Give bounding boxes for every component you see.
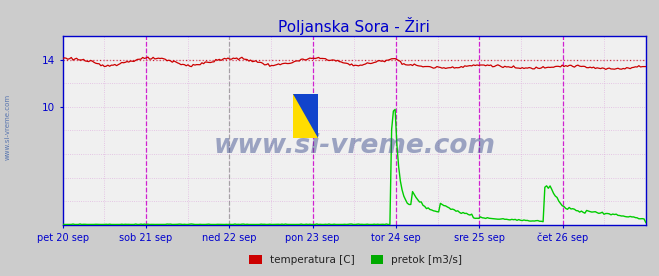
Text: www.si-vreme.com: www.si-vreme.com	[4, 94, 11, 160]
Title: Poljanska Sora - Žiri: Poljanska Sora - Žiri	[278, 17, 430, 35]
Text: www.si-vreme.com: www.si-vreme.com	[214, 132, 495, 158]
Polygon shape	[293, 94, 318, 138]
Polygon shape	[293, 94, 318, 138]
Legend: temperatura [C], pretok [m3/s]: temperatura [C], pretok [m3/s]	[245, 251, 467, 269]
